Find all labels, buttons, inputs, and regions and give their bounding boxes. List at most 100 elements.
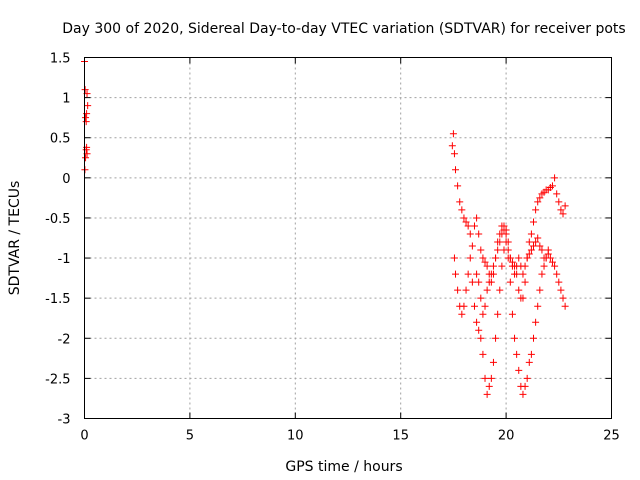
- data-point: [521, 278, 529, 286]
- data-point: [452, 166, 460, 174]
- data-point: [559, 294, 567, 302]
- data-point: [485, 382, 493, 390]
- grid: [84, 57, 612, 419]
- y-tick-label: -2: [58, 332, 71, 347]
- data-point: [557, 286, 565, 294]
- data-point: [551, 262, 559, 270]
- data-point: [448, 142, 456, 150]
- x-tick-label: 5: [186, 429, 194, 444]
- data-point: [555, 198, 563, 206]
- data-point: [454, 182, 462, 190]
- data-point: [530, 242, 538, 250]
- data-point: [470, 222, 478, 230]
- y-tick-label: -1: [58, 252, 71, 267]
- data-point: [523, 374, 531, 382]
- data-point: [464, 222, 472, 230]
- data-point: [496, 286, 504, 294]
- y-tick-label: 0.5: [50, 132, 71, 147]
- data-point: [460, 214, 468, 222]
- data-point: [468, 278, 476, 286]
- data-point: [479, 254, 487, 262]
- data-point: [450, 254, 458, 262]
- data-point: [485, 278, 493, 286]
- data-point: [450, 150, 458, 158]
- data-point: [515, 366, 523, 374]
- data-point: [483, 286, 491, 294]
- data-point: [498, 262, 506, 270]
- chart-title: Day 300 of 2020, Sidereal Day-to-day VTE…: [62, 21, 625, 37]
- data-point: [532, 318, 540, 326]
- data-point: [489, 358, 497, 366]
- data-point: [538, 270, 546, 278]
- data-point: [500, 246, 508, 254]
- y-tick-label: -0.5: [45, 212, 70, 227]
- data-point: [502, 226, 510, 234]
- data-point: [481, 374, 489, 382]
- data-point: [561, 202, 569, 210]
- x-tick-label: 15: [392, 429, 409, 444]
- data-point: [548, 258, 556, 266]
- data-point: [479, 310, 487, 318]
- data-point: [536, 242, 544, 250]
- data-point: [84, 102, 92, 110]
- data-point: [555, 278, 563, 286]
- data-point: [530, 334, 538, 342]
- data-point: [532, 238, 540, 246]
- data-point: [473, 318, 481, 326]
- data-points: [81, 58, 569, 398]
- data-point: [536, 194, 544, 202]
- data-point: [527, 230, 535, 238]
- data-point: [473, 214, 481, 222]
- data-point: [525, 358, 533, 366]
- data-point: [475, 278, 483, 286]
- data-point: [559, 210, 567, 218]
- data-point: [551, 174, 559, 182]
- data-point: [82, 114, 90, 122]
- data-point: [487, 374, 495, 382]
- data-point: [508, 310, 516, 318]
- data-point: [515, 254, 523, 262]
- data-point: [449, 130, 457, 138]
- data-point: [511, 334, 519, 342]
- data-point: [532, 206, 540, 214]
- data-point: [481, 258, 489, 266]
- data-point: [456, 198, 464, 206]
- data-point: [506, 278, 514, 286]
- data-point: [487, 270, 495, 278]
- data-point: [454, 286, 462, 294]
- data-point: [468, 242, 476, 250]
- series-track-e: [473, 222, 569, 318]
- data-point: [477, 246, 485, 254]
- data-point: [534, 302, 542, 310]
- data-point: [492, 334, 500, 342]
- data-point: [506, 254, 514, 262]
- data-point: [483, 262, 491, 270]
- data-point: [462, 218, 470, 226]
- data-point: [540, 262, 548, 270]
- series-track-a: [81, 58, 92, 126]
- x-tick-label: 0: [80, 429, 88, 444]
- data-point: [466, 254, 474, 262]
- x-axis-title: GPS time / hours: [285, 459, 402, 475]
- data-point: [534, 198, 542, 206]
- data-point: [470, 302, 478, 310]
- data-point: [479, 350, 487, 358]
- x-tick-label: 20: [498, 429, 515, 444]
- data-point: [553, 190, 561, 198]
- y-axis-title: SDTVAR / TECUs: [7, 181, 23, 296]
- plot-frame: [84, 57, 612, 419]
- data-point: [521, 382, 529, 390]
- y-tick-label: 0: [62, 172, 70, 187]
- data-point: [494, 310, 502, 318]
- data-point: [462, 286, 470, 294]
- y-tick-label: -2.5: [45, 372, 70, 387]
- data-point: [513, 350, 521, 358]
- x-tick-label: 10: [287, 429, 304, 444]
- data-point: [553, 270, 561, 278]
- data-point: [473, 270, 481, 278]
- data-point: [561, 302, 569, 310]
- data-point: [458, 310, 466, 318]
- data-point: [475, 326, 483, 334]
- data-point: [519, 270, 527, 278]
